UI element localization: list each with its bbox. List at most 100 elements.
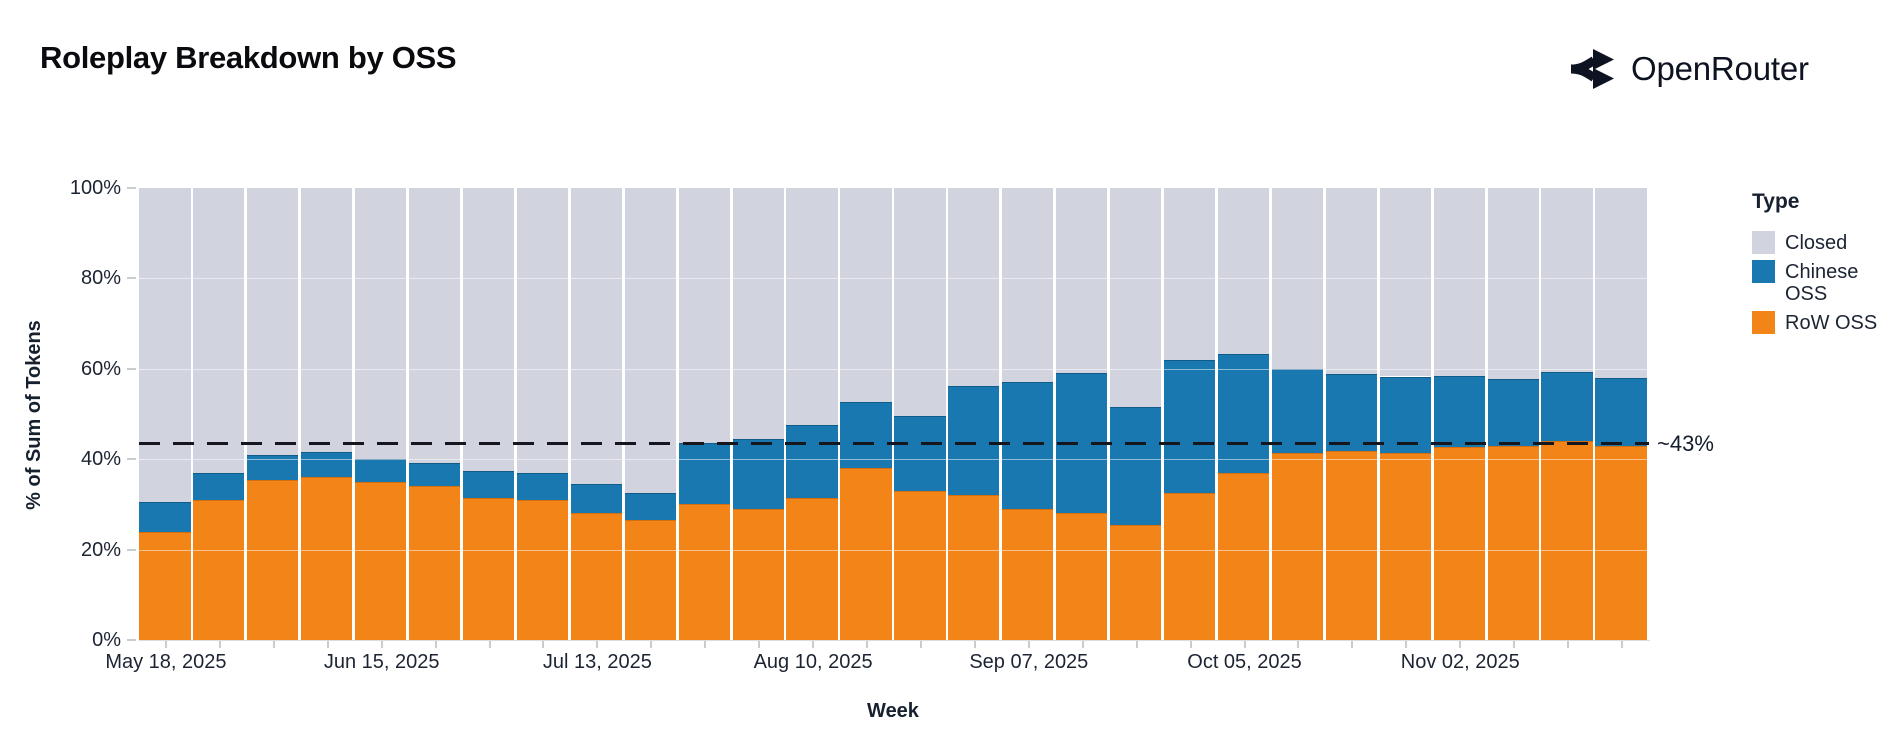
- bar-segment-row-oss[interactable]: [570, 513, 622, 640]
- bar-segment-row-oss[interactable]: [139, 531, 191, 640]
- bar-segment-closed[interactable]: [1217, 188, 1270, 354]
- bar-segment-chinese-oss[interactable]: [678, 443, 730, 505]
- bar-week-nov-09[interactable]: [1487, 188, 1539, 640]
- bar-segment-closed[interactable]: [1163, 188, 1216, 361]
- bar-segment-row-oss[interactable]: [1379, 452, 1431, 640]
- bar-segment-row-oss[interactable]: [1595, 445, 1647, 640]
- bar-week-nov-16[interactable]: [1541, 188, 1593, 640]
- bar-segment-closed[interactable]: [1433, 188, 1485, 376]
- bar-week-jun-15[interactable]: [355, 188, 407, 640]
- bar-segment-closed[interactable]: [570, 188, 622, 485]
- bar-segment-closed[interactable]: [786, 188, 838, 426]
- bar-segment-closed[interactable]: [894, 188, 946, 417]
- bar-segment-closed[interactable]: [732, 188, 784, 439]
- bar-segment-closed[interactable]: [355, 188, 407, 460]
- legend-item-row-oss[interactable]: RoW OSS: [1752, 311, 1878, 334]
- bar-segment-chinese-oss[interactable]: [1379, 376, 1431, 453]
- bar-segment-chinese-oss[interactable]: [1487, 378, 1539, 446]
- bar-week-sep-28[interactable]: [1163, 188, 1216, 640]
- bar-week-nov-02[interactable]: [1433, 188, 1485, 640]
- bar-week-nov-23[interactable]: [1595, 188, 1647, 640]
- bar-segment-row-oss[interactable]: [355, 481, 407, 640]
- bar-segment-chinese-oss[interactable]: [408, 462, 461, 487]
- bar-segment-chinese-oss[interactable]: [1217, 353, 1270, 473]
- bar-week-oct-05[interactable]: [1217, 188, 1270, 640]
- bar-week-jun-01[interactable]: [247, 188, 299, 640]
- bar-segment-closed[interactable]: [1379, 188, 1431, 377]
- bar-segment-chinese-oss[interactable]: [1002, 382, 1054, 509]
- bar-segment-closed[interactable]: [678, 188, 730, 444]
- bar-segment-row-oss[interactable]: [193, 499, 245, 640]
- bar-segment-closed[interactable]: [1110, 188, 1162, 408]
- bar-segment-closed[interactable]: [1325, 188, 1377, 375]
- bar-segment-closed[interactable]: [1487, 188, 1539, 379]
- bar-week-aug-31[interactable]: [948, 188, 1000, 640]
- bar-week-jul-06[interactable]: [516, 188, 569, 640]
- bar-segment-chinese-oss[interactable]: [301, 452, 353, 478]
- bar-week-may-25[interactable]: [193, 188, 245, 640]
- bar-segment-closed[interactable]: [516, 188, 569, 473]
- bar-segment-chinese-oss[interactable]: [1433, 375, 1485, 448]
- bar-week-jun-29[interactable]: [462, 188, 515, 640]
- bar-segment-row-oss[interactable]: [1541, 441, 1593, 640]
- bar-segment-row-oss[interactable]: [1325, 450, 1377, 640]
- bar-segment-row-oss[interactable]: [1217, 472, 1270, 640]
- bar-segment-row-oss[interactable]: [1056, 513, 1108, 640]
- bar-segment-closed[interactable]: [193, 188, 245, 473]
- bar-segment-row-oss[interactable]: [786, 497, 838, 640]
- bar-segment-row-oss[interactable]: [840, 468, 892, 640]
- bar-segment-chinese-oss[interactable]: [786, 425, 838, 498]
- bar-segment-row-oss[interactable]: [1163, 493, 1216, 640]
- bar-segment-chinese-oss[interactable]: [139, 502, 191, 532]
- legend-item-closed[interactable]: Closed: [1752, 231, 1878, 254]
- bar-segment-closed[interactable]: [247, 188, 299, 455]
- bar-segment-row-oss[interactable]: [732, 508, 784, 640]
- bar-segment-row-oss[interactable]: [678, 504, 730, 640]
- bar-segment-row-oss[interactable]: [408, 486, 461, 640]
- bar-segment-chinese-oss[interactable]: [624, 493, 676, 521]
- bar-week-jun-22[interactable]: [408, 188, 461, 640]
- bar-segment-closed[interactable]: [948, 188, 1000, 386]
- bar-segment-closed[interactable]: [1056, 188, 1108, 374]
- bar-segment-chinese-oss[interactable]: [570, 484, 622, 514]
- bar-week-sep-14[interactable]: [1056, 188, 1108, 640]
- bar-segment-chinese-oss[interactable]: [355, 459, 407, 482]
- bar-week-aug-24[interactable]: [894, 188, 946, 640]
- bar-segment-chinese-oss[interactable]: [840, 401, 892, 469]
- bar-segment-chinese-oss[interactable]: [1325, 374, 1377, 451]
- bar-segment-row-oss[interactable]: [462, 497, 515, 640]
- bar-week-oct-26[interactable]: [1379, 188, 1431, 640]
- bar-week-aug-17[interactable]: [840, 188, 892, 640]
- bar-segment-row-oss[interactable]: [1433, 447, 1485, 640]
- bar-week-aug-03[interactable]: [732, 188, 784, 640]
- bar-segment-closed[interactable]: [139, 188, 191, 503]
- bar-segment-row-oss[interactable]: [1487, 445, 1539, 640]
- bar-week-jun-08[interactable]: [301, 188, 353, 640]
- bar-segment-row-oss[interactable]: [516, 499, 569, 640]
- bar-segment-row-oss[interactable]: [894, 490, 946, 640]
- bar-segment-closed[interactable]: [1541, 188, 1593, 372]
- bar-segment-chinese-oss[interactable]: [462, 470, 515, 498]
- legend-item-chinese-oss[interactable]: Chinese OSS: [1752, 260, 1878, 305]
- bar-segment-closed[interactable]: [462, 188, 515, 471]
- bar-segment-chinese-oss[interactable]: [732, 438, 784, 509]
- bar-week-oct-12[interactable]: [1271, 188, 1324, 640]
- bar-segment-chinese-oss[interactable]: [516, 472, 569, 500]
- bar-segment-closed[interactable]: [840, 188, 892, 402]
- bar-segment-chinese-oss[interactable]: [1595, 378, 1647, 446]
- bar-segment-row-oss[interactable]: [948, 495, 1000, 640]
- bar-segment-chinese-oss[interactable]: [193, 472, 245, 500]
- bar-segment-row-oss[interactable]: [301, 477, 353, 640]
- bar-segment-row-oss[interactable]: [624, 520, 676, 640]
- bar-segment-closed[interactable]: [624, 188, 676, 494]
- bar-week-oct-19[interactable]: [1325, 188, 1377, 640]
- bar-segment-chinese-oss[interactable]: [948, 385, 1000, 496]
- bar-week-jul-27[interactable]: [678, 188, 730, 640]
- bar-segment-row-oss[interactable]: [247, 479, 299, 640]
- bar-segment-chinese-oss[interactable]: [1541, 371, 1593, 442]
- bar-segment-closed[interactable]: [301, 188, 353, 453]
- bar-week-aug-10[interactable]: [786, 188, 838, 640]
- bar-week-jul-20[interactable]: [624, 188, 676, 640]
- bar-week-sep-07[interactable]: [1002, 188, 1054, 640]
- bar-segment-closed[interactable]: [408, 188, 461, 463]
